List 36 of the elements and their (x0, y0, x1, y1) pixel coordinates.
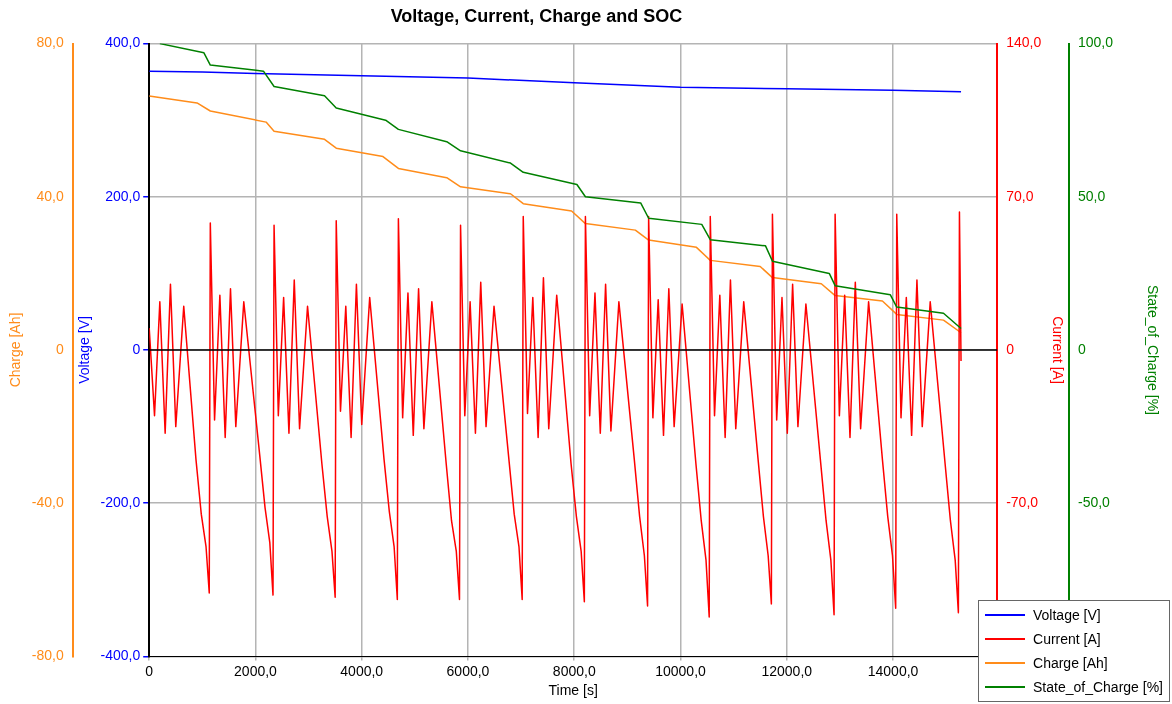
y-tick-label: -200,0 (100, 494, 141, 511)
legend-label: Charge [Ah] (1033, 655, 1108, 671)
y3-axis-title: Charge [Ah] (7, 312, 24, 388)
y2-tick-label: 140,0 (1006, 34, 1042, 51)
x-tick-label: 10000,0 (655, 662, 707, 679)
y3-tick-label: -40,0 (31, 494, 64, 511)
y-tick-label: 0 (132, 340, 141, 357)
y-tick-label: -400,0 (100, 647, 141, 664)
x-axis-title: Time [s] (548, 682, 598, 699)
y-tick-label: 200,0 (105, 187, 141, 204)
y2-tick-label: -70,0 (1006, 494, 1039, 511)
x-tick-label: 12000,0 (761, 662, 813, 679)
y2-tick-label: 70,0 (1006, 187, 1034, 204)
y2-axis-title: Current [A] (1049, 316, 1066, 384)
x-tick-label: 2000,0 (234, 662, 278, 679)
x-tick-label: 0 (145, 662, 154, 679)
y3-tick-label: 40,0 (36, 187, 64, 204)
y-axis-title: Voltage [V] (75, 316, 92, 384)
x-tick-label: 8000,0 (552, 662, 596, 679)
y3-tick-label: -80,0 (31, 647, 64, 664)
legend-label: State_of_Charge [%] (1033, 679, 1163, 695)
y-tick-label: 0 (1078, 340, 1086, 357)
y2-tick-label: 0 (1006, 340, 1015, 357)
x-tick-label: 14000,0 (867, 662, 919, 679)
y-tick-label: 50,0 (1078, 187, 1106, 204)
y-axis-title: State_of_Charge [%] (1144, 285, 1161, 415)
y3-tick-label: 80,0 (36, 34, 64, 51)
y3-tick-label: 0 (55, 340, 64, 357)
x-tick-label: 4000,0 (340, 662, 384, 679)
y-tick-label: -50,0 (1078, 494, 1111, 511)
legend-label: Current [A] (1033, 631, 1101, 647)
y-tick-label: 400,0 (105, 34, 141, 51)
y-tick-label: 100,0 (1078, 34, 1114, 51)
x-tick-label: 6000,0 (446, 662, 490, 679)
chart-title: Voltage, Current, Charge and SOC (390, 5, 683, 26)
legend-label: Voltage [V] (1033, 607, 1101, 623)
